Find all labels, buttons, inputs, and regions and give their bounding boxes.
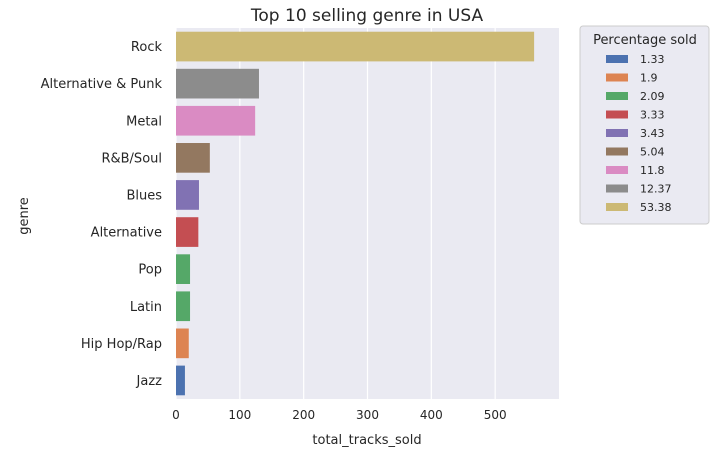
- legend-label: 11.8: [640, 164, 665, 177]
- legend-swatch: [606, 184, 628, 193]
- legend-swatch: [606, 166, 628, 174]
- bar: [176, 291, 191, 322]
- x-axis-label: total_tracks_sold: [312, 433, 421, 448]
- legend-swatch: [606, 129, 628, 137]
- legend-swatch: [606, 110, 628, 119]
- y-tick-label: Alternative: [91, 226, 162, 241]
- y-tick-label: Pop: [138, 263, 162, 278]
- bar: [176, 68, 259, 99]
- y-axis-label: genre: [17, 197, 32, 235]
- legend-label: 3.43: [640, 127, 665, 140]
- legend-label: 2.09: [640, 90, 665, 103]
- y-tick-label: Alternative & Punk: [41, 77, 163, 92]
- y-tick-label: Latin: [130, 300, 162, 315]
- x-tick-label: 100: [228, 408, 251, 422]
- y-tick-label: Blues: [126, 188, 162, 203]
- legend-title: Percentage sold: [593, 33, 697, 48]
- y-tick-label: Jazz: [136, 374, 163, 389]
- x-tick-label: 400: [420, 408, 443, 422]
- y-tick-label: Metal: [126, 114, 162, 129]
- legend-label: 1.9: [640, 72, 658, 85]
- bar: [176, 105, 256, 136]
- legend-swatch: [606, 203, 628, 211]
- legend: Percentage sold 1.331.92.093.333.435.041…: [579, 25, 710, 225]
- bar: [176, 365, 185, 396]
- legend-label: 1.33: [640, 53, 665, 66]
- chart-title: Top 10 selling genre in USA: [250, 6, 484, 26]
- bar: [176, 254, 191, 284]
- y-tick-label: Hip Hop/Rap: [81, 337, 162, 352]
- bar: [176, 180, 199, 210]
- legend-label: 3.33: [640, 109, 665, 122]
- bar: [176, 217, 199, 247]
- y-tick-labels: Rock Alternative & Punk Metal R&B/Soul Blues…: [41, 40, 163, 389]
- y-tick-label: R&B/Soul: [101, 151, 162, 166]
- legend-label: 53.38: [640, 201, 672, 214]
- bar: [176, 328, 189, 359]
- legend-swatch: [606, 92, 628, 100]
- x-tick-labels: 0 100 200 300 400 500: [172, 408, 506, 422]
- legend-label: 12.37: [640, 183, 672, 196]
- x-tick-label: 0: [172, 408, 180, 422]
- x-tick-label: 200: [292, 408, 315, 422]
- legend-swatch: [606, 73, 628, 82]
- bars: [176, 31, 535, 396]
- legend-label: 5.04: [640, 146, 665, 159]
- bar: [176, 143, 210, 173]
- legend-swatch: [606, 147, 628, 156]
- legend-swatch: [606, 55, 628, 63]
- legend-entries: 1.33 1.9 2.09 3.33 3.43 5.04 11.8 12.37 53.38: [606, 53, 672, 214]
- x-tick-label: 300: [356, 408, 379, 422]
- x-tick-label: 500: [484, 408, 507, 422]
- y-tick-label: Rock: [131, 40, 163, 55]
- bar: [176, 31, 535, 62]
